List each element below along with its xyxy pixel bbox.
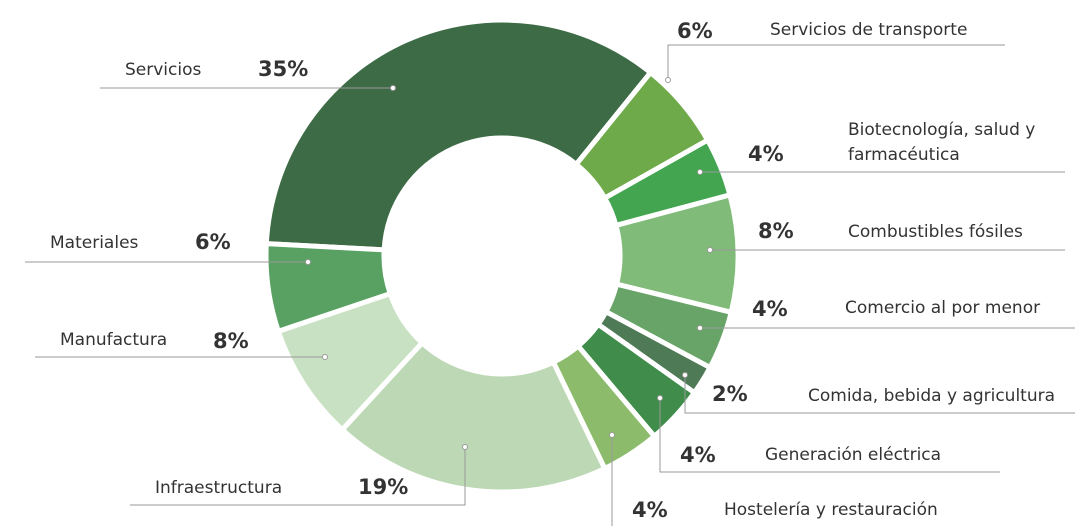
- category-label: Manufactura: [60, 330, 167, 350]
- leader-dot: [682, 372, 688, 378]
- category-label: Servicios: [125, 60, 201, 80]
- value-label: 4%: [752, 297, 788, 321]
- value-label: 4%: [680, 443, 716, 467]
- category-label: Biotecnología, salud y farmacéutica: [848, 120, 1035, 165]
- leader-line: [667, 44, 1005, 80]
- donut-segment: [263, 17, 655, 253]
- category-label: Infraestructura: [155, 478, 282, 498]
- value-label: 4%: [748, 142, 784, 166]
- category-label: Combustibles fósiles: [848, 222, 1023, 242]
- value-label: 2%: [712, 382, 748, 406]
- donut-segment: [263, 241, 394, 335]
- leader-line: [130, 447, 466, 506]
- category-label: Hostelería y restauración: [724, 500, 938, 520]
- leader-dot: [609, 432, 615, 438]
- leader-dot: [697, 169, 703, 175]
- category-label: Comercio al por menor: [845, 298, 1040, 318]
- value-label: 6%: [677, 19, 713, 43]
- leader-dot: [462, 444, 468, 450]
- leader-dot: [657, 395, 663, 401]
- donut-segment: [338, 339, 609, 495]
- value-label: 8%: [213, 329, 249, 353]
- value-label: 19%: [358, 475, 408, 499]
- leader-dot: [697, 325, 703, 331]
- leader-dot: [390, 85, 396, 91]
- leader-line: [659, 398, 1000, 473]
- category-label: Servicios de transporte: [770, 20, 967, 40]
- leader-dot: [322, 354, 328, 360]
- leader-line: [684, 375, 1075, 414]
- leader-dot: [665, 77, 671, 83]
- leader-dot: [305, 259, 311, 265]
- value-label: 35%: [258, 57, 308, 81]
- category-label: Generación eléctrica: [765, 445, 941, 465]
- value-label: 6%: [195, 230, 231, 254]
- category-label: Materiales: [50, 233, 139, 253]
- category-label: Comida, bebida y agricultura: [808, 386, 1055, 406]
- value-label: 4%: [632, 498, 668, 522]
- leader-dot: [707, 247, 713, 253]
- value-label: 8%: [758, 219, 794, 243]
